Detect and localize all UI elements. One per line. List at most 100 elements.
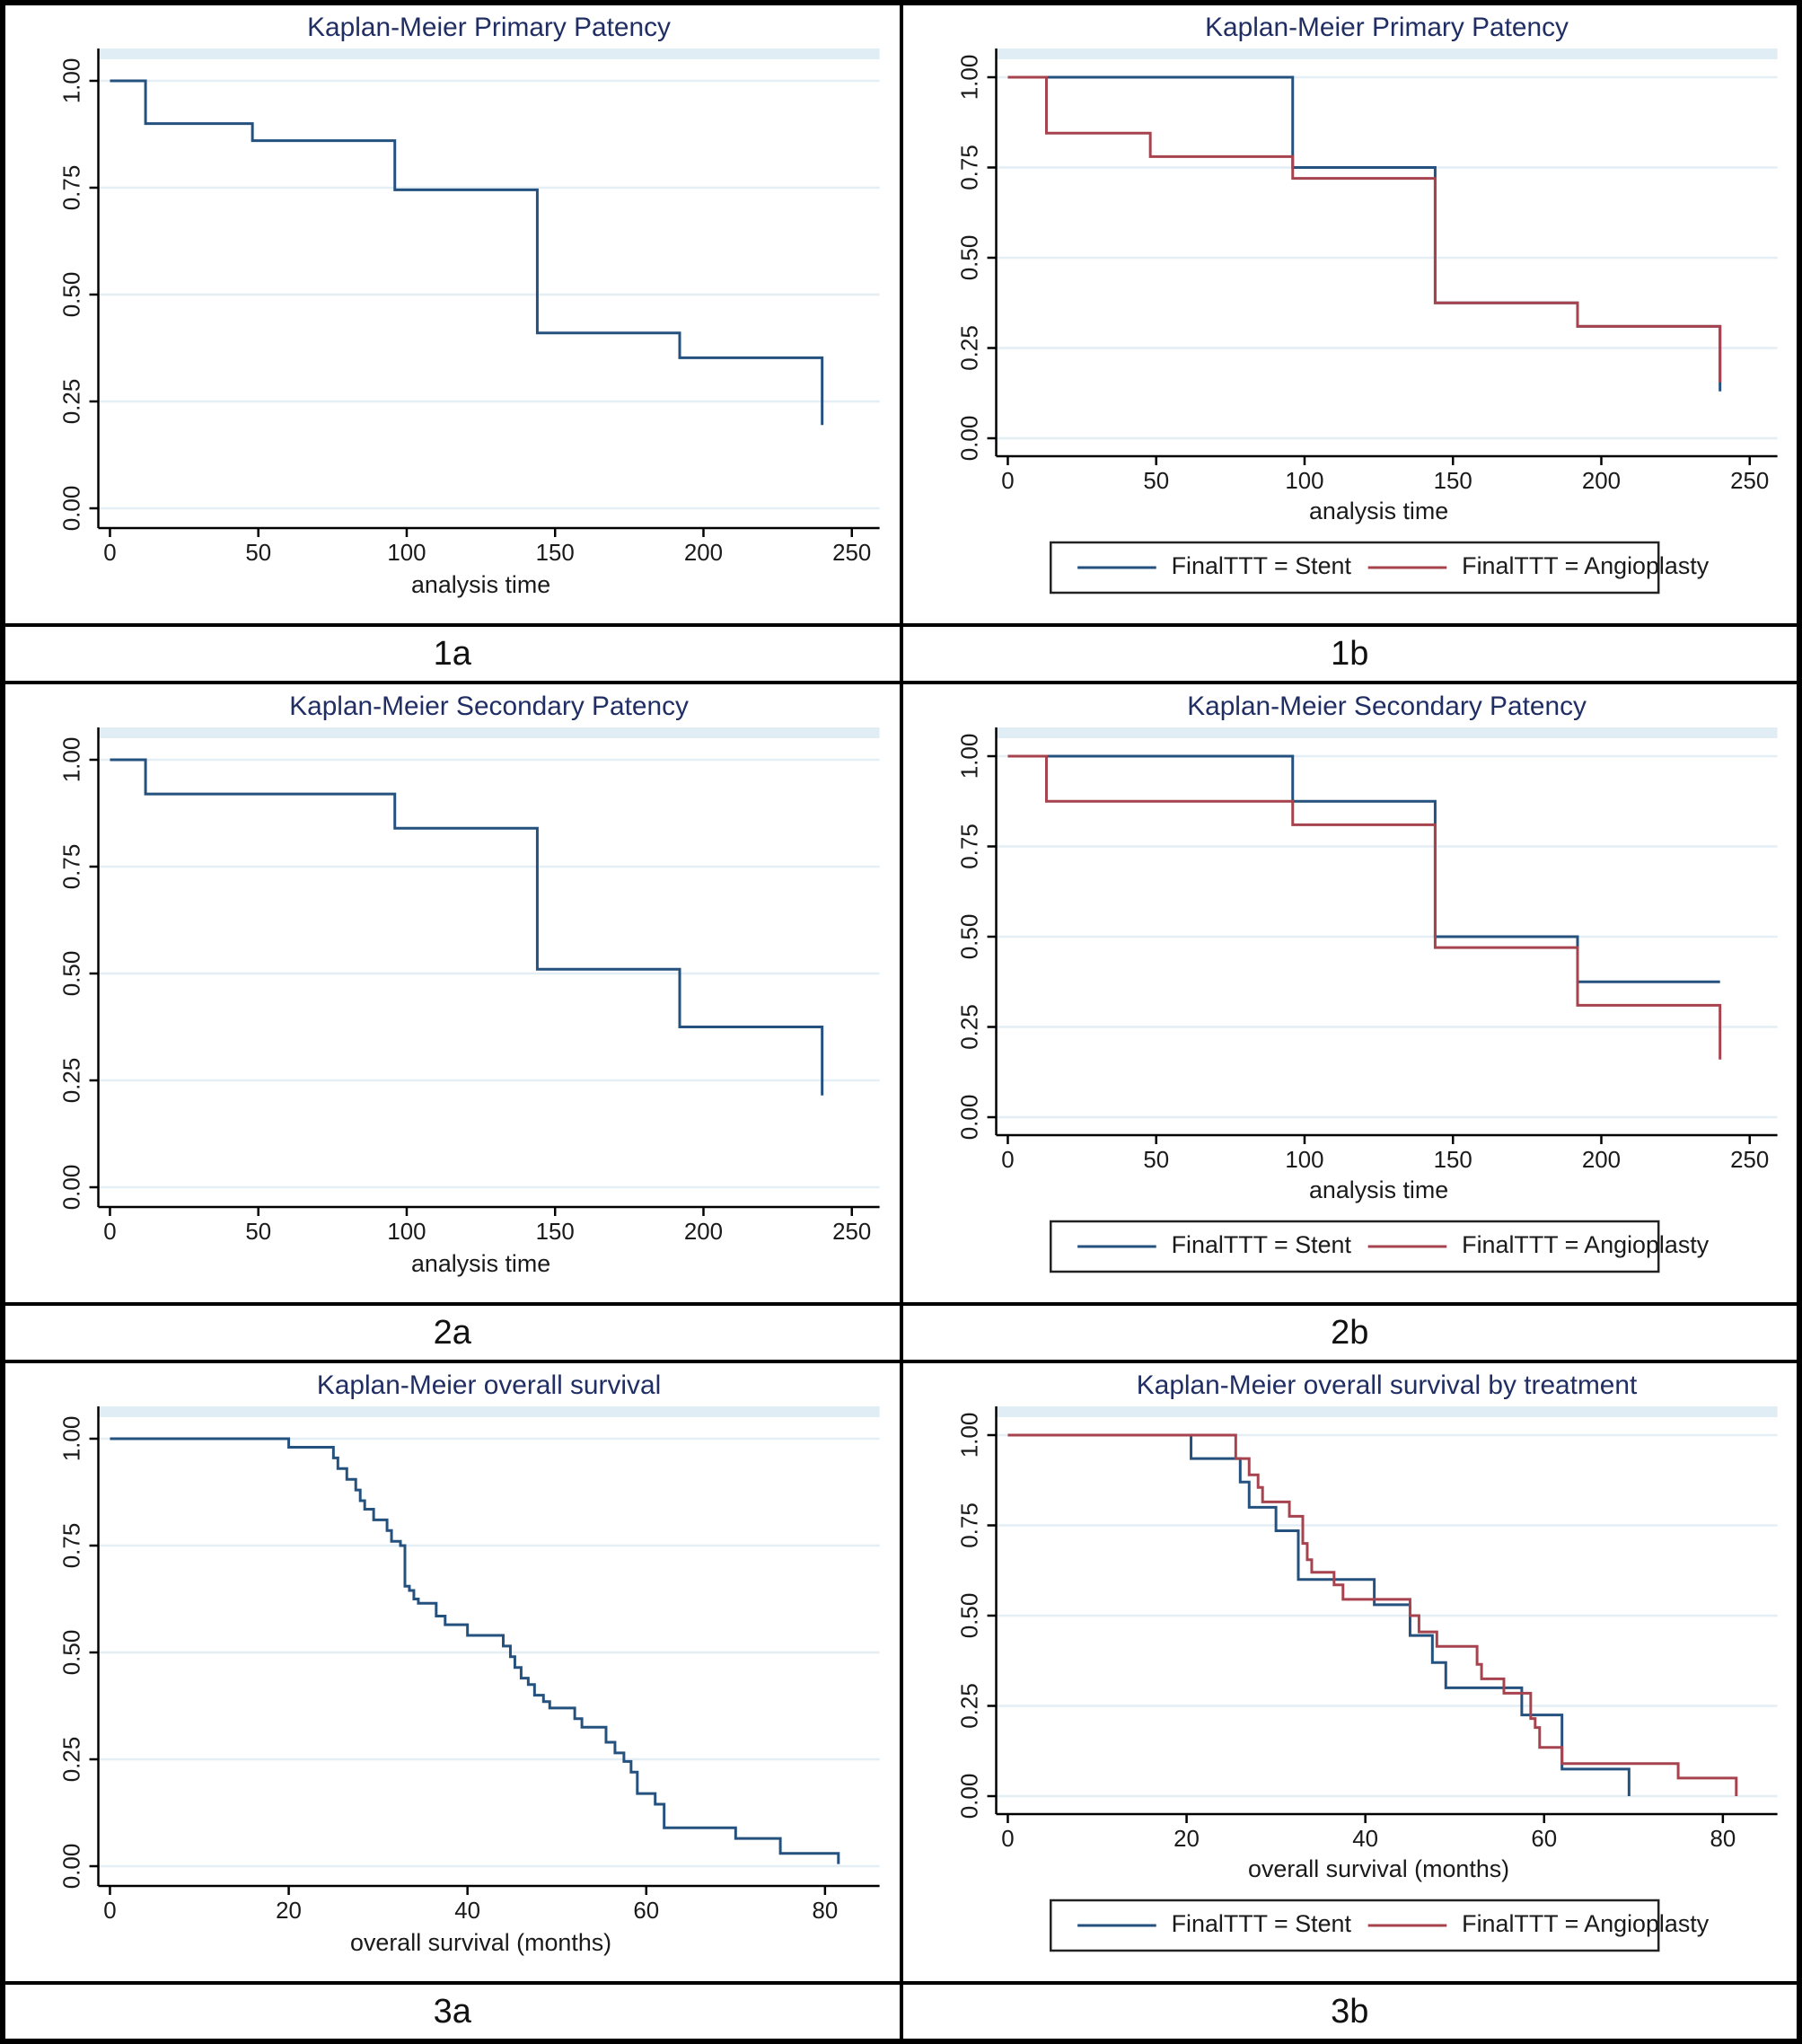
chart-title: Kaplan-Meier Primary Patency xyxy=(1205,13,1569,42)
x-tick-label: 80 xyxy=(1710,1827,1736,1852)
km-curve-navy xyxy=(110,79,824,426)
x-tick-label: 200 xyxy=(684,541,723,566)
caption-3a: 3a xyxy=(5,1985,900,2039)
x-axis-title: overall survival (months) xyxy=(1248,1855,1509,1882)
x-tick-label: 60 xyxy=(633,1899,659,1924)
km-chart-3b: 0.00 0.25 0.50 0.75 1.00 0 20 40 60 80 Kaplan-Meie… xyxy=(957,1370,1778,1952)
chart-title: Kaplan-Meier Secondary Patency xyxy=(289,692,689,721)
chart-title: Kaplan-Meier Secondary Patency xyxy=(1187,692,1587,721)
panel-3b-overall-survival-by-treatment: 0.00 0.25 0.50 0.75 1.00 0 20 40 60 80 Kaplan-Meie… xyxy=(902,1363,1797,1981)
km-chart-2b: 0.00 0.25 0.50 0.75 1.00 0 50 100 150 200 250 Kapla… xyxy=(957,692,1778,1273)
x-tick-label: 40 xyxy=(454,1899,480,1924)
km-curve-navy xyxy=(110,758,824,1096)
y-tick-label: 0.75 xyxy=(60,844,85,890)
y-tick-label: 0.00 xyxy=(60,1165,85,1211)
caption-1b: 1b xyxy=(902,627,1797,681)
x-tick-label: 0 xyxy=(1001,469,1014,494)
plot-top-band xyxy=(98,48,880,59)
legend-label: FinalTTT = Angioplasty xyxy=(1462,552,1709,579)
x-tick-label: 40 xyxy=(1352,1827,1378,1852)
y-tick-label: 0.25 xyxy=(957,1683,982,1729)
panel-2a-secondary-patency: 0.00 0.25 0.50 0.75 1.00 0 50 100 150 200 250 Kapla… xyxy=(5,684,900,1302)
plot-top-band xyxy=(996,48,1778,59)
km-curve-red xyxy=(1006,75,1721,383)
plot-top-band xyxy=(996,727,1778,738)
y-tick-label: 0.50 xyxy=(60,272,85,318)
caption-3b: 3b xyxy=(902,1985,1797,2039)
y-tick-label: 0.25 xyxy=(60,379,85,425)
x-tick-label: 250 xyxy=(1730,1148,1769,1173)
x-tick-label: 0 xyxy=(103,1899,116,1924)
y-tick-label: 0.00 xyxy=(957,1095,982,1141)
y-tick-label: 0.00 xyxy=(957,416,982,462)
km-chart-3a: 0.00 0.25 0.50 0.75 1.00 0 20 40 60 80 Kaplan-Meie… xyxy=(60,1370,880,1956)
x-tick-label: 50 xyxy=(1143,469,1169,494)
plot-top-band xyxy=(98,1406,880,1417)
chart-title: Kaplan-Meier Primary Patency xyxy=(307,13,671,42)
km-curve-red xyxy=(1006,754,1721,1060)
x-axis-title: analysis time xyxy=(411,1250,550,1277)
y-tick-label: 1.00 xyxy=(957,55,982,101)
x-tick-label: 150 xyxy=(1433,1148,1472,1173)
x-axis-title: overall survival (months) xyxy=(350,1929,611,1956)
x-tick-label: 150 xyxy=(536,1220,575,1245)
x-tick-label: 80 xyxy=(812,1899,838,1924)
x-tick-label: 0 xyxy=(103,1220,116,1245)
y-tick-label: 0.50 xyxy=(60,1630,85,1676)
x-tick-label: 200 xyxy=(684,1220,723,1245)
x-tick-label: 50 xyxy=(245,1220,271,1245)
x-tick-label: 20 xyxy=(1173,1827,1200,1852)
chart-title: Kaplan-Meier overall survival by treatme… xyxy=(1136,1370,1637,1400)
y-tick-label: 0.75 xyxy=(957,145,982,190)
x-tick-label: 0 xyxy=(103,541,116,566)
x-axis-title: analysis time xyxy=(1308,498,1447,524)
y-tick-label: 0.50 xyxy=(957,235,982,281)
x-tick-label: 100 xyxy=(387,1220,426,1245)
km-curve-red xyxy=(1006,1433,1737,1796)
legend-label: FinalTTT = Angioplasty xyxy=(1462,1910,1709,1937)
x-tick-label: 50 xyxy=(245,541,271,566)
x-tick-label: 250 xyxy=(832,1220,871,1245)
legend-label: FinalTTT = Angioplasty xyxy=(1462,1231,1709,1258)
legend-label: FinalTTT = Stent xyxy=(1171,552,1351,579)
y-tick-label: 0.25 xyxy=(957,1004,982,1050)
km-curve-navy xyxy=(1006,754,1720,983)
y-tick-label: 0.50 xyxy=(957,1593,982,1639)
y-tick-label: 0.00 xyxy=(957,1774,982,1819)
panel-2b-secondary-patency-by-treatment: 0.00 0.25 0.50 0.75 1.00 0 50 100 150 200 250 Kapla… xyxy=(902,684,1797,1302)
y-tick-label: 0.75 xyxy=(60,1523,85,1569)
caption-2b: 2b xyxy=(902,1306,1797,1360)
x-tick-label: 0 xyxy=(1001,1148,1014,1173)
x-tick-label: 100 xyxy=(1285,469,1323,494)
y-tick-label: 0.25 xyxy=(957,325,982,371)
x-tick-label: 200 xyxy=(1581,1148,1620,1173)
y-tick-label: 1.00 xyxy=(957,1413,982,1458)
legend-label: FinalTTT = Stent xyxy=(1171,1910,1351,1937)
y-tick-label: 0.00 xyxy=(60,486,85,532)
km-chart-1a: 0.00 0.25 0.50 0.75 1.00 0 50 100 150 200 250 Kapla… xyxy=(60,13,880,598)
y-tick-label: 1.00 xyxy=(957,734,982,780)
x-tick-label: 150 xyxy=(536,541,575,566)
y-tick-label: 0.50 xyxy=(957,914,982,960)
km-curve-navy xyxy=(1006,1433,1631,1796)
x-tick-label: 200 xyxy=(1581,469,1620,494)
plot-top-band xyxy=(98,727,880,738)
x-tick-label: 150 xyxy=(1433,469,1472,494)
y-tick-label: 1.00 xyxy=(60,737,85,783)
x-tick-label: 20 xyxy=(276,1899,302,1924)
legend-label: FinalTTT = Stent xyxy=(1171,1231,1351,1258)
plot-top-band xyxy=(996,1406,1778,1417)
x-tick-label: 100 xyxy=(1285,1148,1323,1173)
y-tick-label: 0.00 xyxy=(60,1844,85,1890)
y-tick-label: 0.75 xyxy=(957,1502,982,1548)
x-axis-title: analysis time xyxy=(411,571,550,598)
x-tick-label: 0 xyxy=(1001,1827,1014,1852)
y-tick-label: 0.75 xyxy=(60,165,85,211)
km-chart-1b: 0.00 0.25 0.50 0.75 1.00 0 50 100 150 200 250 Kapla… xyxy=(957,13,1778,595)
y-tick-label: 0.75 xyxy=(957,824,982,869)
panel-1a-primary-patency: 0.00 0.25 0.50 0.75 1.00 0 50 100 150 200 250 Kapla… xyxy=(5,5,900,623)
x-tick-label: 100 xyxy=(387,541,426,566)
y-tick-label: 0.25 xyxy=(60,1058,85,1104)
x-tick-label: 50 xyxy=(1143,1148,1169,1173)
y-tick-label: 0.50 xyxy=(60,951,85,997)
